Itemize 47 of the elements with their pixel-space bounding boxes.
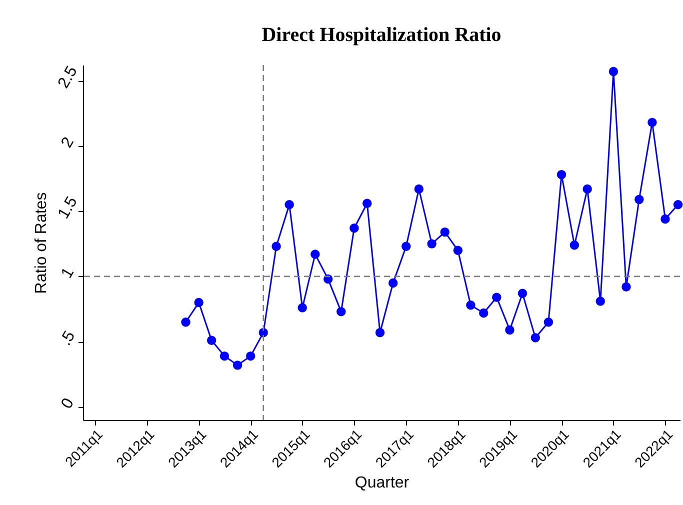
point [478,308,488,318]
point [284,200,294,210]
y-tick-label: 2 [58,134,78,151]
point [556,170,566,180]
point [544,318,554,327]
point [375,328,385,338]
point [402,242,411,252]
point [505,325,514,335]
point [570,240,580,250]
point [440,227,450,237]
point [298,303,307,312]
point [622,282,631,292]
y-axis-title: Ratio of Rates [33,192,50,294]
y-tick-label: 1.5 [55,194,81,222]
point [388,278,398,288]
point [492,292,502,302]
point [414,184,424,194]
point [194,298,204,308]
point [596,296,605,306]
point [648,118,657,128]
point [427,239,436,248]
point [220,351,230,361]
point [453,246,463,255]
point [336,307,346,316]
point [660,214,670,224]
point [272,242,281,252]
y-tick-label: 2.5 [55,63,81,92]
point [518,288,528,298]
point [673,200,683,210]
point [310,250,320,259]
y-tick-label: 1 [58,264,78,282]
point [350,224,359,233]
point [608,66,618,76]
point [634,194,644,204]
point [530,333,540,342]
point [362,198,372,208]
point [466,300,476,310]
point [323,274,333,284]
point [246,351,256,361]
y-tick-label: 0 [58,396,78,412]
point [582,184,592,194]
x-axis-title: Quarter [354,474,410,492]
y-tick-label: .5 [57,328,79,348]
chart-title: Direct Hospitalization Ratio [262,24,502,46]
point [232,360,242,370]
point [181,318,190,327]
point [206,336,216,345]
